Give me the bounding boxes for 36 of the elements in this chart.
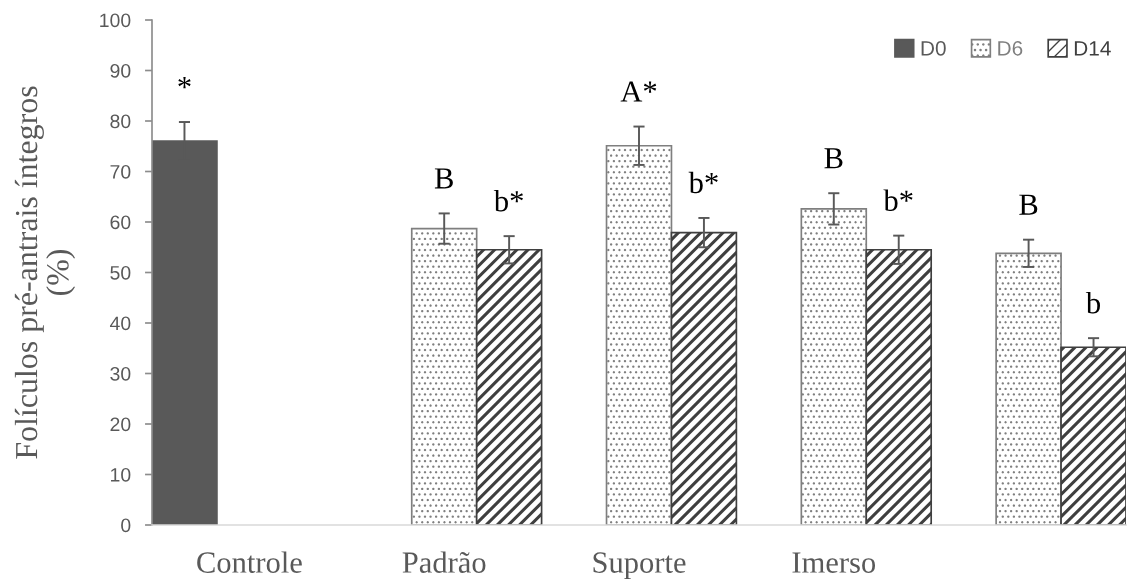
data-label: B [824,148,843,169]
data-label: * [178,77,191,89]
text: D6 [998,40,1023,56]
y-tick-label: 0 [121,518,131,533]
bar [605,144,673,525]
y-tick-label: 50 [110,265,131,280]
text: D14 [1074,41,1111,56]
x-tick-label: Controle [197,551,302,573]
x-tick-label: Padrão [402,551,486,573]
y-tick-label: 100 [100,13,131,28]
y-tick-label: 70 [110,164,131,179]
bar [865,248,933,525]
y-tick-label: 40 [109,316,131,331]
bar [670,231,738,525]
data-label: b* [688,171,718,194]
bar [995,252,1062,525]
data-label: b* [493,189,523,212]
bar [475,248,543,525]
y-tick-label: 60 [110,215,131,230]
y-tick-label: 30 [110,366,131,381]
y-tick-label: 10 [111,467,131,482]
y-axis-title: Folículos pré-antrais íntegros (%) [14,86,76,459]
data-label: B [434,168,453,189]
data-label: b* [883,189,913,211]
bar [1060,346,1126,525]
data-label: A* [620,81,657,102]
data-label: B [1019,194,1038,215]
x-tick-label: Imerso [792,552,876,573]
y-tick-label: 80 [110,114,131,129]
bar [410,227,478,525]
data-label: b [1085,291,1101,314]
y-tick-label: 20 [110,417,131,432]
x-tick-label: Suporte [593,552,686,580]
legend-label: D0 [921,40,946,56]
bar [800,208,868,525]
y-tick-label: 90 [110,63,131,78]
